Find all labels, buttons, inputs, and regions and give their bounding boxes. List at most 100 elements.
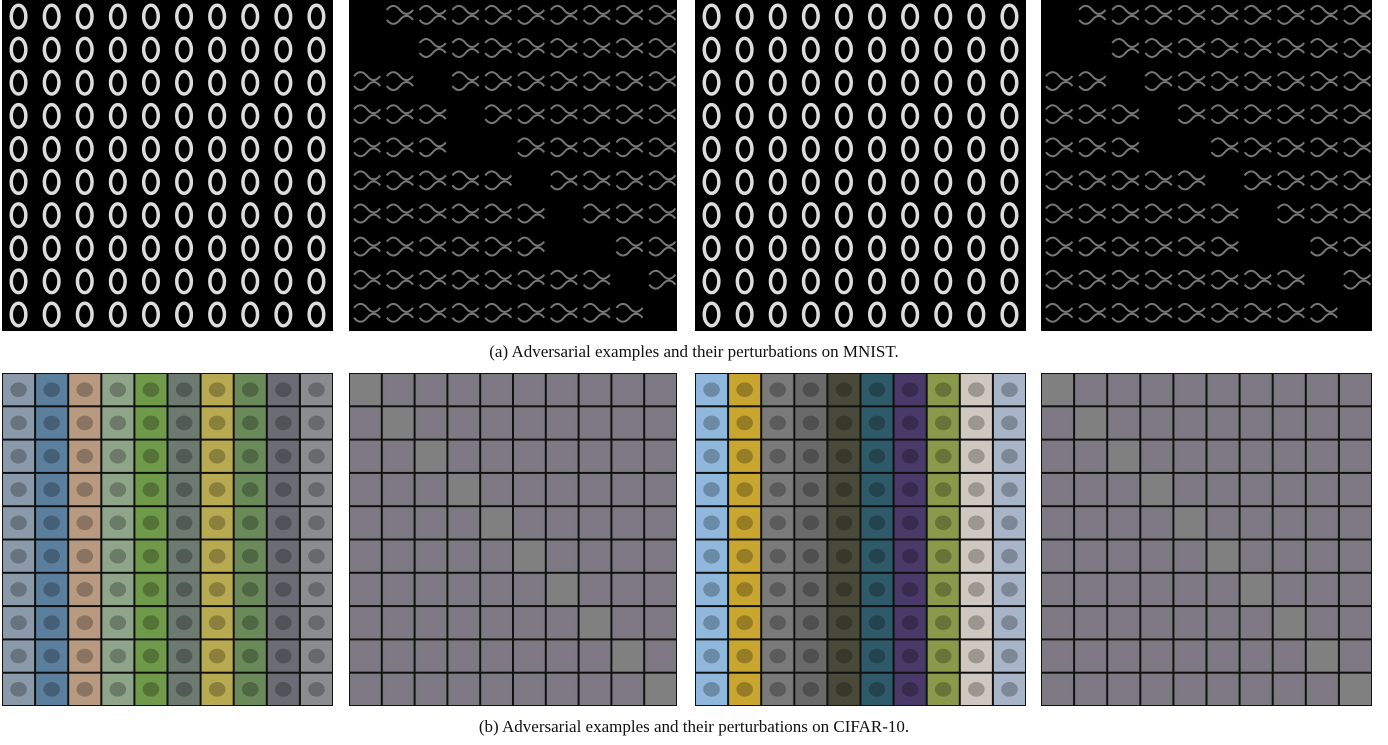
object (1001, 548, 1018, 564)
image-cell (234, 673, 266, 705)
perturbation-cell (448, 640, 480, 672)
digit (9, 301, 28, 328)
noise (582, 643, 608, 669)
noise (549, 676, 575, 702)
perturbation-cell (481, 473, 512, 506)
noise (353, 476, 378, 503)
noise (418, 676, 444, 702)
object (76, 648, 94, 664)
object (275, 482, 292, 497)
noise (1243, 543, 1269, 569)
object (10, 448, 27, 464)
noise (418, 576, 444, 603)
object (275, 582, 292, 597)
perturbation-cell (1042, 407, 1074, 439)
noise (517, 443, 542, 469)
object (901, 682, 919, 697)
noise (1309, 443, 1335, 469)
image-cell (927, 440, 959, 472)
object (43, 548, 60, 564)
perturbation (1045, 302, 1074, 323)
digit (1000, 268, 1019, 295)
noise (418, 510, 444, 536)
object (76, 548, 94, 564)
digit (9, 202, 28, 229)
perturbation-cell (1207, 407, 1239, 439)
image-grid (695, 0, 1026, 331)
object (1001, 515, 1018, 531)
digit (735, 202, 754, 229)
perturbation (353, 203, 382, 224)
perturbation (484, 104, 513, 125)
object (175, 548, 193, 564)
digit (901, 169, 920, 196)
perturbation-cell (579, 673, 611, 705)
perturbation (1210, 203, 1239, 224)
object (208, 515, 226, 531)
noise (1144, 377, 1170, 403)
object (868, 682, 886, 697)
perturbation (1078, 4, 1107, 25)
perturbation (1045, 137, 1074, 158)
digit (75, 202, 94, 229)
image-cell (696, 407, 728, 439)
object (142, 682, 160, 697)
digit (75, 135, 94, 162)
object (736, 582, 753, 597)
perturbation-cell (481, 607, 512, 639)
noise (1045, 443, 1071, 469)
noise (451, 410, 477, 436)
digit (274, 3, 293, 30)
noise (582, 443, 608, 469)
noise (582, 576, 608, 603)
perturbation (1078, 302, 1107, 323)
image-cell (861, 540, 893, 572)
perturbation (1078, 269, 1107, 290)
object (835, 615, 853, 631)
perturbation-cell (415, 440, 447, 472)
perturbation-cell (1240, 407, 1272, 439)
perturbation-cell (1108, 673, 1140, 705)
image-cell (69, 473, 101, 506)
perturbation-cell (1141, 673, 1173, 705)
digit (175, 36, 194, 63)
digit (801, 301, 820, 328)
perturbation (1210, 104, 1239, 125)
object (275, 648, 292, 664)
image-cell (135, 573, 167, 606)
digit (9, 3, 28, 30)
digit (307, 102, 326, 129)
object (868, 515, 886, 531)
perturbation (582, 38, 611, 58)
digit (9, 268, 28, 295)
object (703, 648, 720, 664)
digit (934, 169, 953, 196)
image-cell (267, 573, 299, 606)
noise (353, 643, 378, 669)
image-cell (135, 540, 167, 572)
perturbation (353, 104, 382, 125)
perturbation (550, 4, 578, 25)
object (868, 415, 886, 431)
perturbation (1243, 137, 1272, 158)
digit (75, 169, 94, 196)
object (703, 682, 720, 697)
perturbation (615, 170, 644, 191)
image-grid (1041, 373, 1372, 706)
image-cell (102, 473, 134, 506)
digit (801, 36, 820, 63)
digit (901, 202, 920, 229)
object (208, 448, 226, 464)
perturbation (1276, 170, 1305, 191)
noise (648, 443, 673, 469)
object (802, 415, 820, 431)
image-cell (267, 540, 299, 572)
object (241, 415, 259, 431)
perturbation-cell (1042, 540, 1074, 572)
perturbation-cell (1108, 407, 1140, 439)
perturbation-cell (579, 507, 611, 539)
noise (1243, 610, 1269, 636)
object (769, 448, 787, 464)
noise (1309, 576, 1335, 603)
image-cell (69, 540, 101, 572)
